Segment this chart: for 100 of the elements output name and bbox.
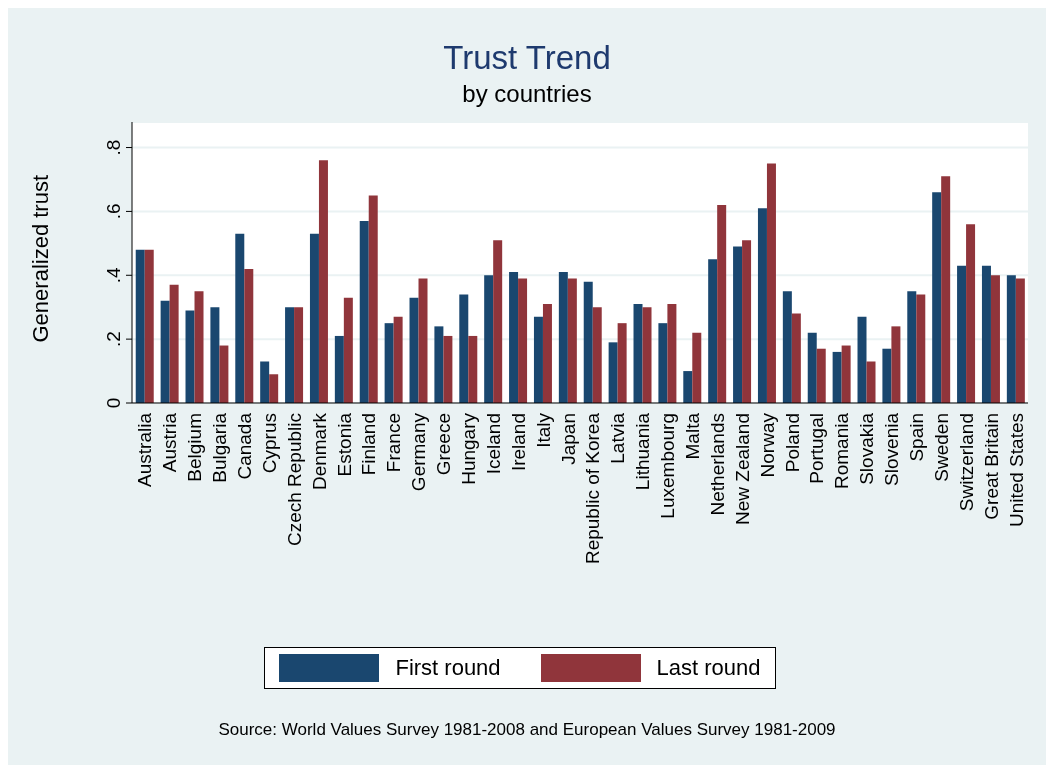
x-tick-label: Denmark xyxy=(308,412,330,491)
bar xyxy=(542,304,552,403)
x-tick-label: Netherlands xyxy=(706,413,728,516)
bar xyxy=(782,291,792,403)
bar xyxy=(617,323,627,403)
y-tick-label: .4 xyxy=(103,266,124,284)
bar xyxy=(318,160,328,403)
bar xyxy=(219,345,229,403)
bar xyxy=(981,265,991,403)
bar xyxy=(294,307,304,403)
bar xyxy=(558,272,568,403)
bar xyxy=(567,278,577,403)
x-tick-label: Luxembourg xyxy=(657,413,679,519)
x-tick-label: Estonia xyxy=(333,412,355,477)
bar xyxy=(592,307,602,403)
x-tick-label: Bulgaria xyxy=(209,412,231,483)
x-tick-label: Slovakia xyxy=(856,412,878,485)
bar xyxy=(533,316,543,403)
bar xyxy=(244,268,254,403)
x-tick-label: Switzerland xyxy=(955,413,977,512)
bar xyxy=(418,278,428,403)
bar xyxy=(260,361,270,403)
bar xyxy=(1015,278,1025,403)
bar xyxy=(816,348,826,403)
bar xyxy=(518,278,528,403)
bar xyxy=(384,323,394,403)
x-tick-label: Latvia xyxy=(607,412,629,464)
x-tick-label: Italy xyxy=(532,412,554,448)
bar xyxy=(733,246,743,403)
bar xyxy=(343,297,353,403)
bar xyxy=(658,323,668,403)
x-tick-label: Slovenia xyxy=(881,412,903,486)
bar xyxy=(708,259,718,403)
y-tick-label: .2 xyxy=(103,331,124,348)
bar xyxy=(882,348,892,403)
y-tick-label: .6 xyxy=(103,203,124,220)
x-tick-label: Czech Republic xyxy=(283,413,305,547)
y-tick-label: 0 xyxy=(103,397,124,409)
chart-subtitle: by countries xyxy=(461,79,593,109)
x-tick-label: Ireland xyxy=(507,413,529,472)
bar xyxy=(807,332,817,403)
legend-label: First round xyxy=(395,655,501,681)
x-tick-label: Norway xyxy=(756,412,778,478)
x-tick-label: Poland xyxy=(781,413,803,473)
bar xyxy=(932,192,942,403)
bar xyxy=(941,176,951,403)
bar xyxy=(717,205,727,403)
x-tick-label: Japan xyxy=(557,413,579,465)
bar xyxy=(857,316,867,403)
x-tick-label: Iceland xyxy=(482,413,504,475)
bar xyxy=(907,291,917,403)
bar xyxy=(633,304,643,403)
x-tick-label: Australia xyxy=(134,412,156,487)
bar xyxy=(1006,275,1016,403)
bar xyxy=(891,326,901,403)
x-tick-label: Canada xyxy=(234,412,255,480)
x-tick-label: Hungary xyxy=(458,412,479,485)
source-note: Source: World Values Survey 1981-2008 and European Values Survey 1981-2009 xyxy=(217,720,837,740)
bar xyxy=(269,374,279,403)
bar xyxy=(757,208,767,403)
x-tick-label: Austria xyxy=(159,412,181,473)
bar xyxy=(766,163,776,403)
x-tick-label: New Zealand xyxy=(731,413,753,525)
bar xyxy=(434,326,444,403)
bar xyxy=(368,195,378,403)
x-tick-label: Greece xyxy=(433,413,455,476)
bar xyxy=(194,291,204,403)
x-tick-label: Spain xyxy=(906,413,927,462)
bar xyxy=(493,240,503,403)
bar xyxy=(144,249,154,403)
x-tick-label: Finland xyxy=(358,413,380,476)
bar xyxy=(443,335,453,403)
x-tick-label: Cyprus xyxy=(258,413,280,474)
x-tick-label: Germany xyxy=(408,412,430,492)
bar xyxy=(393,316,403,403)
bar xyxy=(583,281,593,403)
bar xyxy=(608,342,618,403)
x-tick-label: Romania xyxy=(831,412,853,490)
y-axis-title: Generalized trust xyxy=(27,174,53,343)
bar xyxy=(866,361,876,403)
bar xyxy=(990,275,1000,403)
bar xyxy=(484,275,494,403)
x-tick-label: Sweden xyxy=(930,413,952,482)
bar xyxy=(742,240,752,403)
x-tick-label: Great Britain xyxy=(980,413,1002,520)
bar xyxy=(135,249,145,403)
x-tick-label: France xyxy=(383,413,405,473)
bar xyxy=(459,294,469,403)
bar xyxy=(642,307,652,403)
bar xyxy=(309,233,319,403)
bar xyxy=(692,332,702,403)
bar xyxy=(468,335,478,403)
bar xyxy=(235,233,245,403)
bar xyxy=(791,313,801,403)
x-tick-label: Malta xyxy=(682,412,703,460)
x-tick-label: Republic of Korea xyxy=(582,412,604,565)
legend-label: Last round xyxy=(656,655,761,681)
bar xyxy=(683,371,693,403)
x-tick-label: Portugal xyxy=(806,413,828,484)
bar xyxy=(409,297,419,403)
